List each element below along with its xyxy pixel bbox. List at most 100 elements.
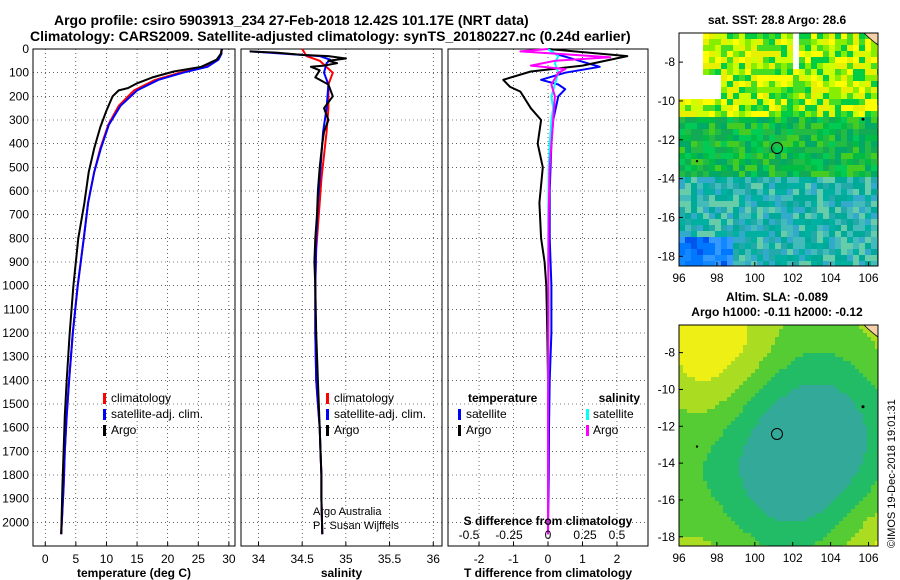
heatmap-cell bbox=[751, 517, 755, 521]
heatmap-cell bbox=[757, 231, 763, 237]
heatmap-cell bbox=[759, 417, 763, 421]
heatmap-cell bbox=[865, 141, 871, 147]
heatmap-cell bbox=[847, 373, 851, 377]
heatmap-cell bbox=[815, 541, 819, 545]
heatmap-cell bbox=[787, 177, 793, 183]
heatmap-cell bbox=[685, 249, 691, 255]
heatmap-cell bbox=[699, 465, 703, 469]
heatmap-cell bbox=[695, 457, 699, 461]
heatmap-cell bbox=[679, 255, 685, 261]
heatmap-cell bbox=[851, 385, 855, 389]
heatmap-cell bbox=[775, 183, 781, 189]
y-tick-label: -10 bbox=[658, 382, 676, 396]
heatmap-cell bbox=[715, 437, 719, 441]
heatmap-cell bbox=[847, 57, 853, 63]
heatmap-cell bbox=[811, 449, 815, 453]
heatmap-cell bbox=[727, 409, 731, 413]
heatmap-cell bbox=[799, 117, 805, 123]
heatmap-cell bbox=[731, 325, 735, 329]
heatmap-cell bbox=[863, 525, 867, 529]
heatmap-cell bbox=[719, 401, 723, 405]
heatmap-cell bbox=[853, 39, 859, 45]
heatmap-cell bbox=[711, 441, 715, 445]
heatmap-cell bbox=[735, 509, 739, 513]
heatmap-cell bbox=[699, 389, 703, 393]
heatmap-cell bbox=[865, 51, 871, 57]
heatmap-cell bbox=[793, 189, 799, 195]
heatmap-cell bbox=[855, 337, 859, 341]
heatmap-cell bbox=[853, 111, 859, 117]
heatmap-cell bbox=[759, 541, 763, 545]
heatmap-cell bbox=[867, 369, 871, 373]
heatmap-cell bbox=[703, 195, 709, 201]
y-tick-label: 100 bbox=[9, 66, 29, 80]
heatmap-cell bbox=[715, 63, 721, 69]
heatmap-cell bbox=[831, 533, 835, 537]
heatmap-cell bbox=[751, 261, 757, 266]
heatmap-cell bbox=[871, 357, 875, 361]
heatmap-cell bbox=[835, 195, 841, 201]
heatmap-cell bbox=[709, 123, 715, 129]
heatmap-cell bbox=[711, 349, 715, 353]
heatmap-cell bbox=[709, 171, 715, 177]
heatmap-cell bbox=[787, 477, 791, 481]
heatmap-cell bbox=[695, 341, 699, 345]
heatmap-cell bbox=[691, 409, 695, 413]
heatmap-cell bbox=[815, 393, 819, 397]
heatmap-cell bbox=[807, 421, 811, 425]
heatmap-cell bbox=[719, 457, 723, 461]
heatmap-cell bbox=[855, 325, 859, 329]
heatmap-cell bbox=[793, 111, 799, 117]
heatmap-cell bbox=[783, 349, 787, 353]
heatmap-cell bbox=[841, 189, 847, 195]
heatmap-cell bbox=[723, 533, 727, 537]
heatmap-cell bbox=[739, 533, 743, 537]
heatmap-cell bbox=[823, 117, 829, 123]
heatmap-cell bbox=[721, 231, 727, 237]
heatmap-cell bbox=[781, 81, 787, 87]
heatmap-cell bbox=[839, 369, 843, 373]
heatmap-cell bbox=[721, 99, 727, 105]
heatmap-cell bbox=[847, 69, 853, 75]
heatmap-cell bbox=[875, 433, 878, 437]
heatmap-cell bbox=[763, 57, 769, 63]
heatmap-cell bbox=[709, 195, 715, 201]
heatmap-cell bbox=[781, 195, 787, 201]
heatmap-cell bbox=[827, 521, 831, 525]
heatmap-cell bbox=[723, 417, 727, 421]
heatmap-cell bbox=[733, 33, 739, 39]
heatmap-cell bbox=[763, 485, 767, 489]
heatmap-cell bbox=[829, 75, 835, 81]
heatmap-cell bbox=[871, 369, 875, 373]
heatmap-cell bbox=[731, 473, 735, 477]
heatmap-cell bbox=[715, 337, 719, 341]
heatmap-cell bbox=[865, 147, 871, 153]
heatmap-cell bbox=[815, 457, 819, 461]
heatmap-cell bbox=[755, 389, 759, 393]
heatmap-cell bbox=[771, 501, 775, 505]
heatmap-cell bbox=[697, 159, 703, 165]
heatmap-cell bbox=[855, 389, 859, 393]
heatmap-cell bbox=[783, 441, 787, 445]
heatmap-cell bbox=[719, 509, 723, 513]
heatmap-cell bbox=[691, 405, 695, 409]
heatmap-cell bbox=[823, 401, 827, 405]
heatmap-cell bbox=[743, 397, 747, 401]
heatmap-cell bbox=[807, 445, 811, 449]
heatmap-cell bbox=[687, 409, 691, 413]
heatmap-cell bbox=[781, 45, 787, 51]
heatmap-cell bbox=[775, 397, 779, 401]
heatmap-cell bbox=[731, 417, 735, 421]
heatmap-cell bbox=[827, 409, 831, 413]
heatmap-cell bbox=[835, 329, 839, 333]
heatmap-cell bbox=[781, 189, 787, 195]
heatmap-cell bbox=[719, 405, 723, 409]
heatmap-cell bbox=[757, 225, 763, 231]
heatmap-cell bbox=[823, 449, 827, 453]
heatmap-cell bbox=[811, 165, 817, 171]
heatmap-cell bbox=[759, 457, 763, 461]
heatmap-cell bbox=[811, 485, 815, 489]
heatmap-cell bbox=[817, 159, 823, 165]
heatmap-cell bbox=[827, 381, 831, 385]
heatmap-cell bbox=[735, 377, 739, 381]
